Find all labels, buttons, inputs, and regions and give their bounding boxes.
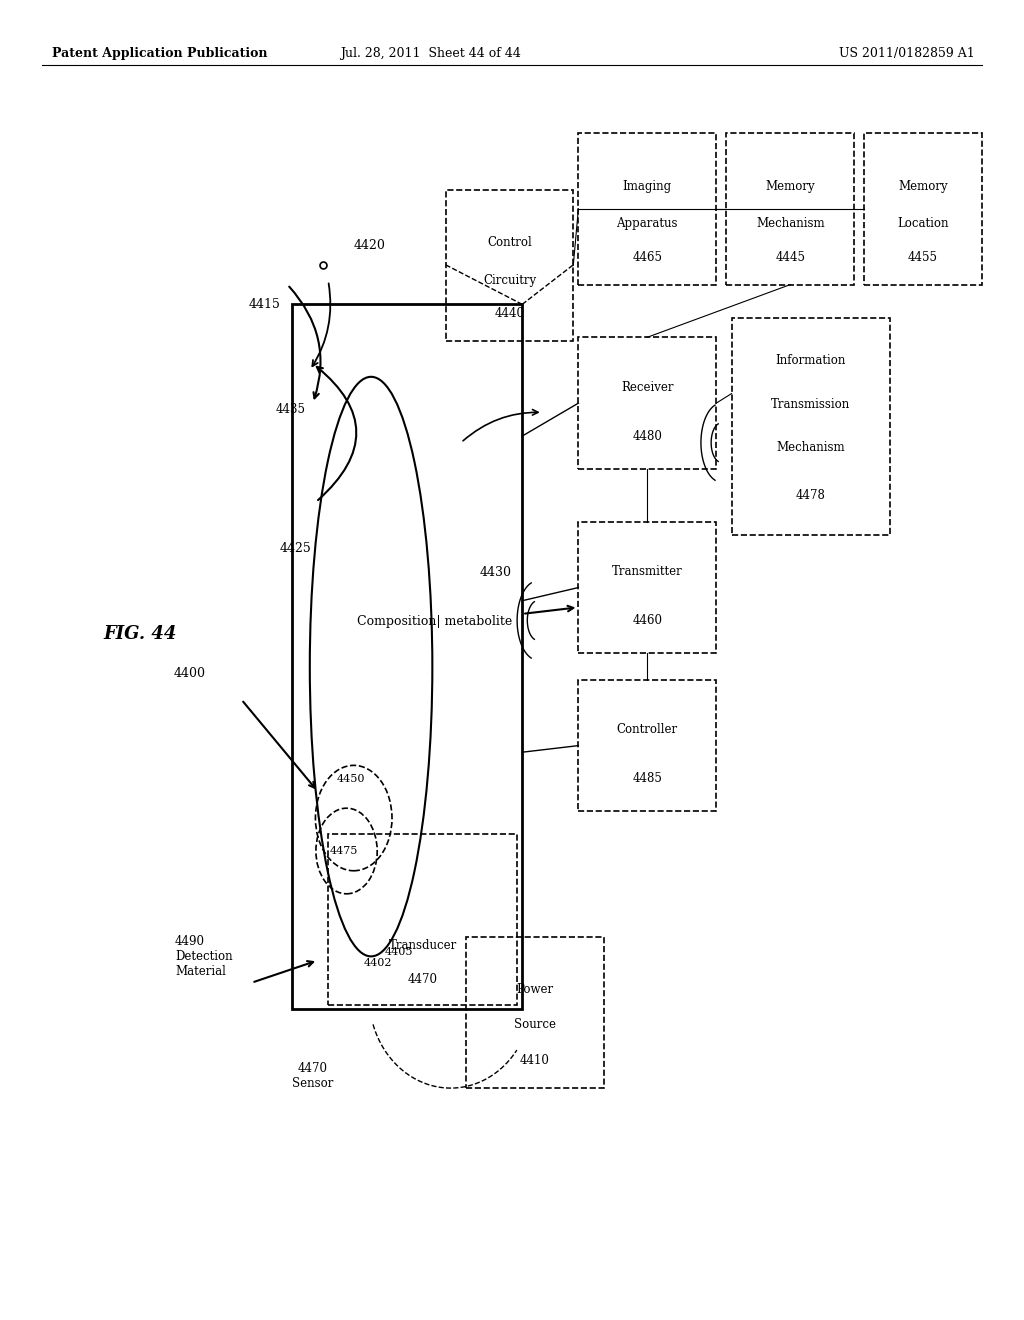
Text: Transmitter: Transmitter [612,565,683,578]
Text: Source: Source [514,1018,556,1031]
Bar [579,521,716,653]
Text: Power: Power [516,983,554,997]
Text: 4402: 4402 [364,958,392,968]
Text: Circuitry: Circuitry [483,275,536,288]
Bar [466,937,604,1088]
Text: 4425: 4425 [280,541,311,554]
Text: Memory: Memory [898,180,948,193]
Text: 4405: 4405 [384,948,413,957]
Bar [579,680,716,812]
Text: Information: Information [775,355,846,367]
Text: Controller: Controller [616,723,678,737]
Text: 4420: 4420 [353,239,386,252]
Bar [293,305,522,1008]
Text: Transducer: Transducer [388,939,457,952]
Text: Jul. 28, 2011  Sheet 44 of 44: Jul. 28, 2011 Sheet 44 of 44 [340,48,521,61]
Text: Mechanism: Mechanism [776,441,845,454]
Text: Apparatus: Apparatus [616,218,678,231]
Text: 4455: 4455 [908,251,938,264]
Text: 4470
Sensor: 4470 Sensor [292,1061,334,1090]
Text: 4490
Detection
Material: 4490 Detection Material [175,935,232,978]
Bar [445,190,573,342]
Text: Transmission: Transmission [771,397,850,411]
Bar [731,318,890,535]
Bar [726,133,854,285]
Text: 4475: 4475 [330,846,357,855]
Text: Patent Application Publication: Patent Application Publication [52,48,268,61]
Text: Composition| metabolite: Composition| metabolite [356,615,512,628]
Bar [579,133,716,285]
Bar [579,338,716,469]
Text: 4478: 4478 [796,490,825,502]
Text: 4480: 4480 [633,429,663,442]
Text: 4445: 4445 [775,251,805,264]
Text: 4465: 4465 [632,251,663,264]
Text: 4410: 4410 [520,1055,550,1068]
Bar [328,834,517,1005]
Text: 4450: 4450 [337,774,365,784]
Text: FIG. 44: FIG. 44 [103,624,177,643]
Text: Control: Control [487,236,531,249]
Text: Mechanism: Mechanism [756,218,824,231]
Text: 4430: 4430 [480,566,512,578]
Text: 4415: 4415 [249,298,281,310]
Text: 4440: 4440 [495,308,524,321]
Text: Memory: Memory [766,180,815,193]
Text: US 2011/0182859 A1: US 2011/0182859 A1 [839,48,975,61]
Text: 4485: 4485 [633,772,663,785]
Bar [864,133,982,285]
Text: 4400: 4400 [174,667,206,680]
Text: Receiver: Receiver [622,381,674,393]
Text: Imaging: Imaging [623,180,672,193]
Text: 4460: 4460 [632,614,663,627]
Text: Location: Location [897,218,949,231]
Text: 4435: 4435 [275,403,306,416]
Text: 4470: 4470 [408,973,437,986]
